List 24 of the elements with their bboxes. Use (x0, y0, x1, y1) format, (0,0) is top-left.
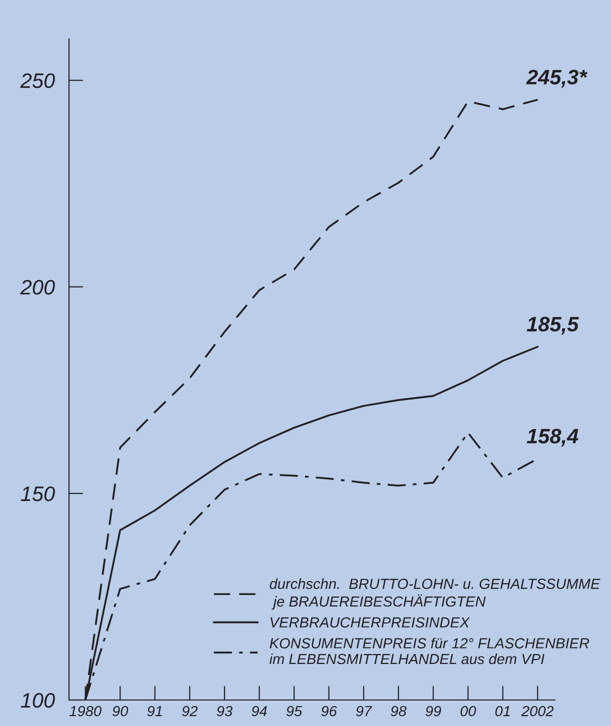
x-tick-label: 1980 (70, 706, 102, 716)
y-tick-label: 200 (20, 280, 55, 295)
y-tick-label: 100 (20, 693, 55, 708)
legend-label: durchschn. BRUTTO-LOHN- u. GEHALTSSUMME je BRAUEREIBESCHÄFTIGTEN (270, 578, 600, 610)
x-tick-label: 01 (495, 706, 510, 716)
legend-label: VERBRAUCHERPREISINDEX (270, 617, 470, 628)
x-tick-label: 93 (216, 706, 232, 716)
x-tick-label: 91 (147, 706, 162, 716)
x-tick-label: 90 (112, 706, 128, 716)
annotation: 245,3* (526, 70, 588, 88)
annotation: 185,5 (526, 316, 579, 335)
annotation: 158,4 (526, 428, 578, 447)
legend-label: KONSUMENTENPREIS für 12° FLASCHENBIER im LEBENSMITTELHANDEL aus dem VPI (270, 638, 590, 664)
x-tick-label: 2002 (521, 706, 554, 716)
x-tick-label: 99 (426, 706, 442, 716)
x-tick-label: 92 (182, 706, 198, 716)
x-tick-label: 95 (286, 706, 302, 716)
y-tick-label: 150 (20, 486, 55, 502)
x-tick-label: 96 (321, 706, 337, 716)
x-tick-label: 00 (460, 706, 476, 716)
x-tick-label: 97 (356, 706, 372, 716)
x-tick-label: 94 (252, 706, 267, 716)
x-tick-label: 98 (390, 706, 406, 716)
y-tick-label: 250 (20, 73, 55, 88)
